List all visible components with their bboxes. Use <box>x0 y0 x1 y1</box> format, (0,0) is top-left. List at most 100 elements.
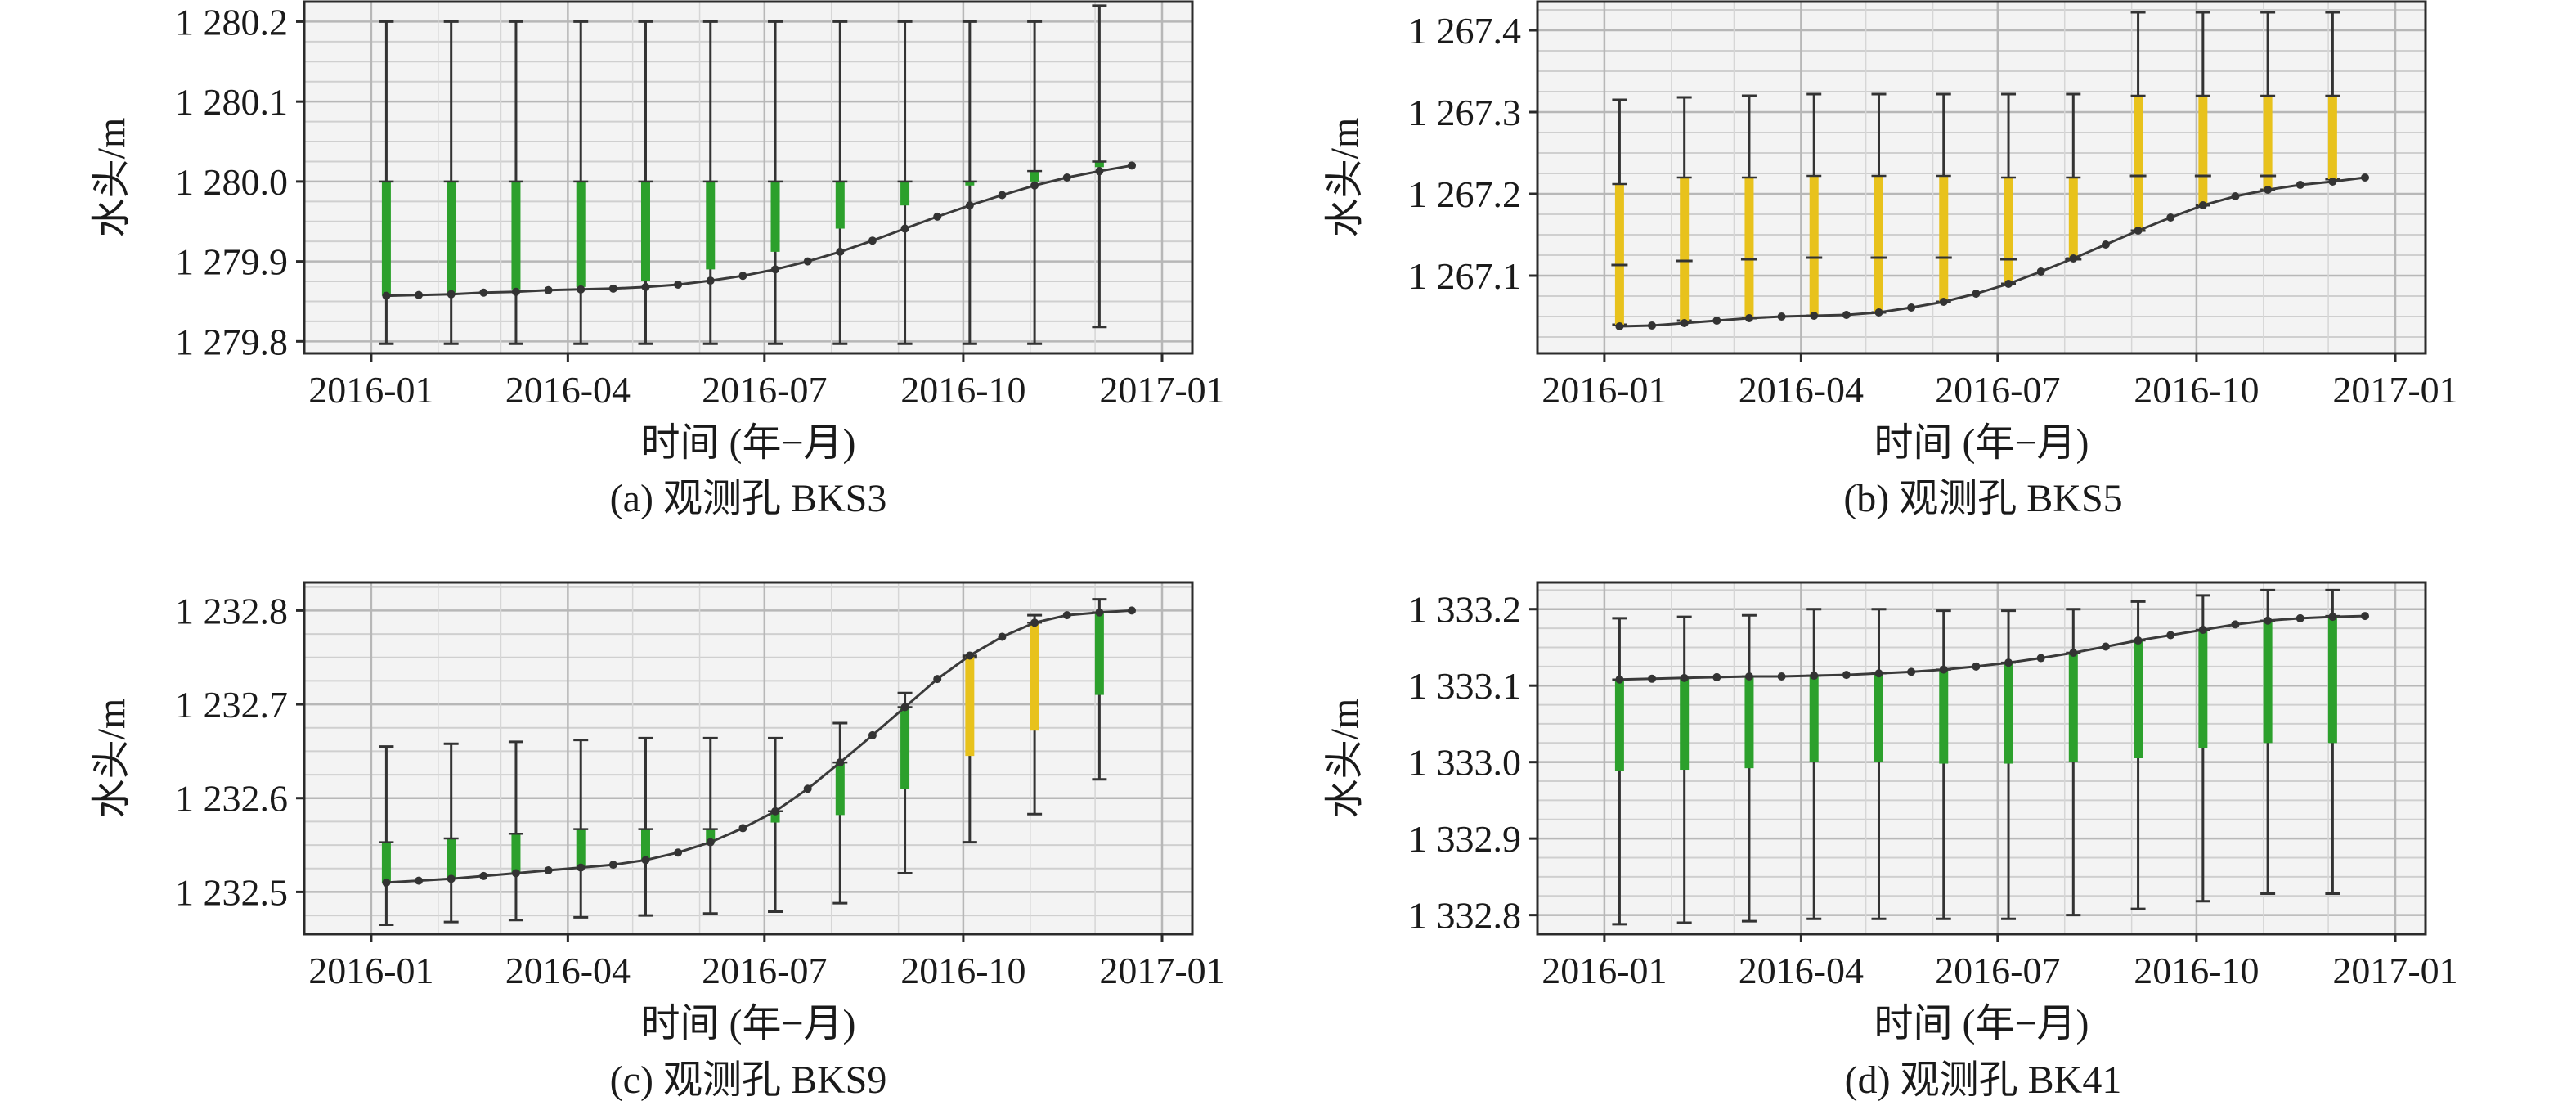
x-tick-label: 2017-01 <box>2332 950 2457 991</box>
interval-box <box>835 762 845 816</box>
series-point <box>1712 672 1721 681</box>
series-point <box>2166 213 2175 222</box>
y-tick-label: 1 333.2 <box>1408 589 1521 631</box>
y-tick-label: 1 280.1 <box>175 81 288 123</box>
series-point <box>738 824 747 833</box>
series-point <box>2134 636 2143 645</box>
panel-caption: (c) 观测孔 BKS9 <box>610 1058 887 1102</box>
series-point <box>1128 606 1137 615</box>
series-point <box>803 784 812 793</box>
interval-8 <box>832 20 848 345</box>
series-line <box>386 164 1133 298</box>
interval-box <box>2263 96 2273 190</box>
series-point <box>2036 654 2045 663</box>
plot-frame <box>303 0 1194 355</box>
series-point <box>2296 613 2304 622</box>
panel-3: 1 232.5 1 232.6 1 232.7 1 232.8 2016-01 2016-… <box>90 581 1225 1102</box>
series-point <box>1712 317 1721 325</box>
series-point <box>1744 672 1753 681</box>
panel-caption: (a) 观测孔 BKS3 <box>610 477 887 520</box>
interval-12 <box>2325 588 2340 895</box>
y-tick-label: 1 279.8 <box>175 321 288 362</box>
plot-area <box>1537 582 2426 934</box>
interval-7 <box>768 736 783 913</box>
interval-box <box>1680 178 1690 321</box>
series-point <box>998 191 1007 200</box>
interval-box <box>1680 677 1690 771</box>
interval-6 <box>1935 92 1952 303</box>
interval-box <box>1939 669 1949 764</box>
interval-3 <box>508 740 523 922</box>
interval-box <box>447 838 456 879</box>
x-tick-label: 2017-01 <box>1099 369 1224 411</box>
y-tick-label: 1 280.2 <box>175 1 288 43</box>
series-point <box>2198 201 2207 209</box>
panel-2: 1 267.1 1 267.2 1 267.3 1 267.4 2016-01 2016-… <box>1323 0 2458 520</box>
series-point <box>2036 267 2045 276</box>
interval-box <box>1874 176 1883 312</box>
interval-6 <box>702 20 718 345</box>
series-point <box>608 861 617 870</box>
interval-box <box>2004 663 2013 764</box>
series-point <box>2166 631 2175 640</box>
interval-box <box>576 829 586 868</box>
series-point <box>1874 308 1883 317</box>
interval-box <box>1094 612 1104 695</box>
x-tick-label: 2016-04 <box>1739 369 1864 411</box>
interval-box <box>1744 178 1754 318</box>
series-point <box>706 838 715 847</box>
series-point <box>415 876 424 885</box>
x-tick-label: 2016-01 <box>308 950 433 991</box>
interval-2 <box>1676 96 1693 322</box>
x-tick-label: 2016-01 <box>308 369 433 411</box>
interval-box <box>965 655 975 757</box>
series-point <box>479 871 488 880</box>
series-point <box>2264 616 2273 625</box>
x-axis-label: 时间 (年−月) <box>1874 421 2089 465</box>
series-point <box>868 236 877 245</box>
series-point <box>1648 674 1657 683</box>
series-line <box>386 609 1133 884</box>
series-point <box>382 878 391 887</box>
x-tick-label: 2016-10 <box>900 369 1025 411</box>
interval-box <box>2134 640 2143 758</box>
series-point <box>1939 298 1948 306</box>
panel-caption: (b) 观测孔 BKS5 <box>1843 477 2122 520</box>
interval-box <box>511 834 521 874</box>
series-point <box>1128 161 1137 170</box>
series-point <box>2264 186 2273 194</box>
interval-box <box>1030 171 1039 182</box>
series-line <box>1619 614 2366 681</box>
series-point <box>1062 611 1071 620</box>
series-point <box>2069 649 2078 657</box>
series-point <box>2101 642 2110 651</box>
interval-10 <box>2194 11 2211 207</box>
interval-box <box>900 707 910 789</box>
series-point <box>674 280 683 289</box>
series-point <box>1744 314 1753 322</box>
interval-11 <box>2260 11 2277 191</box>
series-point <box>511 287 520 296</box>
x-tick-label: 2016-04 <box>1739 950 1864 991</box>
interval-4 <box>573 739 589 919</box>
interval-box <box>1939 176 1949 302</box>
y-tick-label: 1 232.8 <box>175 590 288 631</box>
series-point <box>544 866 553 875</box>
series-point <box>771 265 780 274</box>
x-tick-label: 2017-01 <box>2332 369 2457 411</box>
series-point <box>1842 671 1851 680</box>
interval-box <box>2198 629 2208 748</box>
series-point <box>608 284 617 293</box>
interval-6 <box>702 736 718 915</box>
series-point <box>1680 319 1689 327</box>
series-point <box>2361 173 2370 182</box>
series-point <box>836 758 845 767</box>
series-point <box>1907 303 1916 312</box>
series-point <box>900 224 909 233</box>
series-point <box>447 290 456 299</box>
series-point <box>738 272 747 281</box>
series-point <box>2004 280 2013 288</box>
x-tick-label: 2016-01 <box>1542 950 1667 991</box>
interval-1 <box>1611 98 1628 326</box>
interval-box <box>1744 676 1754 769</box>
